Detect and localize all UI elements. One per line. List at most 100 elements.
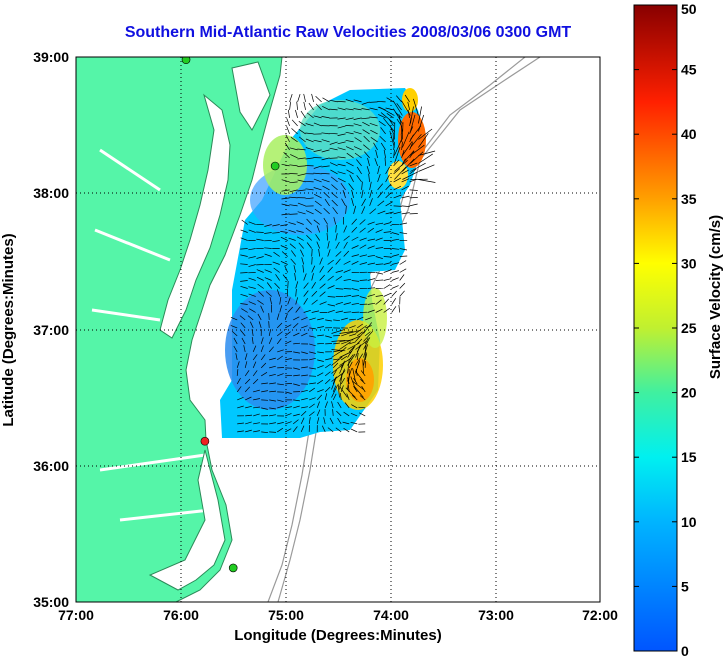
velocity-arrow — [401, 178, 410, 183]
velocity-arrow — [245, 396, 252, 401]
velocity-arrow — [329, 417, 334, 425]
velocity-arrow — [317, 379, 324, 385]
colorbar-tick-label: 20 — [681, 385, 697, 401]
velocity-arrow — [319, 266, 324, 273]
velocity-arrow — [359, 296, 367, 299]
velocity-arrow — [331, 376, 337, 390]
velocity-arrow — [337, 141, 346, 145]
velocity-arrow — [264, 253, 272, 257]
velocity-arrow — [253, 413, 260, 417]
velocity-arrow — [264, 232, 272, 234]
velocity-arrow — [375, 279, 384, 281]
velocity-arrow — [240, 322, 246, 329]
velocity-arrow — [269, 357, 276, 361]
velocity-arrow — [394, 139, 402, 156]
velocity-arrow — [240, 330, 246, 337]
colorbar-tick-label: 45 — [681, 62, 697, 78]
velocity-arrow — [346, 152, 354, 159]
pamlico-sound — [148, 449, 226, 591]
velocity-arrow — [375, 256, 384, 260]
velocity-arrow — [373, 142, 378, 151]
velocity-arrow — [340, 347, 347, 353]
velocity-arrow — [315, 234, 320, 241]
velocity-arrow — [409, 126, 414, 135]
velocity-arrow — [351, 280, 360, 282]
velocity-arrow — [369, 189, 373, 198]
velocity-arrow — [301, 374, 308, 377]
velocity-arrow — [316, 417, 320, 424]
velocity-arrow — [327, 427, 334, 433]
velocity-arrow — [303, 282, 309, 289]
velocity-arrow — [339, 368, 345, 382]
velocity-arrow — [268, 337, 273, 345]
colorbar-tick-label: 5 — [681, 578, 689, 594]
velocity-arrow — [351, 218, 357, 225]
velocity-arrow — [356, 175, 362, 183]
colorbar-tick-label: 0 — [681, 643, 689, 659]
velocity-arrow — [329, 157, 338, 159]
velocity-arrow — [393, 211, 402, 215]
velocity-arrow — [295, 297, 299, 305]
velocity-arrow — [383, 149, 386, 158]
velocity-arrow — [351, 394, 358, 401]
colorbar-ticks: 0 5 10 15 20 25 30 35 40 45 50 — [634, 1, 697, 659]
velocity-arrow — [268, 321, 270, 328]
velocity-arrow — [324, 198, 330, 207]
velocity-arrow — [359, 219, 366, 225]
velocity-arrow — [289, 213, 298, 215]
velocity-arrow — [345, 139, 354, 143]
velocity-arrow — [369, 181, 372, 190]
velocity-arrow — [378, 120, 386, 127]
velocity-arrow — [311, 256, 313, 265]
velocity-arrow — [335, 427, 342, 433]
velocity-arrow — [313, 219, 320, 225]
velocity-arrow — [327, 296, 336, 298]
velocity-arrow — [364, 151, 370, 159]
velocity-arrow — [337, 401, 342, 409]
velocity-arrow — [331, 339, 346, 342]
velocity-arrow — [249, 321, 254, 329]
velocity-arrow — [329, 108, 338, 111]
velocity-arrow — [285, 421, 292, 425]
velocity-arrow — [321, 157, 330, 161]
velocity-arrow — [362, 121, 370, 127]
velocity-arrow — [239, 315, 246, 321]
velocity-arrow — [340, 377, 345, 385]
velocity-arrow — [335, 224, 337, 233]
velocity-arrow — [394, 146, 401, 164]
velocity-arrow — [331, 329, 345, 334]
velocity-arrow — [245, 429, 252, 433]
velocity-arrow — [285, 391, 292, 394]
velocity-arrow — [316, 401, 320, 409]
velocity-arrow — [285, 134, 290, 143]
velocity-arrow — [288, 229, 296, 233]
velocity-arrow — [341, 341, 348, 345]
velocity-arrow — [311, 273, 314, 281]
velocity-arrow — [391, 254, 399, 257]
site-marker — [200, 436, 210, 446]
velocity-arrow — [303, 273, 307, 281]
velocity-arrow — [296, 230, 304, 233]
velocity-arrow — [351, 404, 358, 409]
colorbar-tick-label: 35 — [681, 191, 697, 207]
velocity-arrow — [345, 205, 347, 214]
velocity-arrow — [285, 383, 293, 385]
velocity-arrow — [313, 178, 322, 183]
velocity-arrow — [351, 245, 359, 249]
colorbar-tick-label: 40 — [681, 126, 697, 142]
velocity-arrow — [359, 395, 366, 401]
velocity-arrow — [365, 317, 372, 321]
velocity-arrow — [346, 169, 354, 175]
velocity-arrow — [309, 397, 316, 401]
velocity-arrow — [300, 249, 305, 257]
velocity-arrow — [313, 115, 322, 119]
velocity-arrow — [293, 374, 300, 377]
velocity-arrow — [343, 411, 350, 417]
velocity-arrow — [291, 250, 296, 257]
velocity-arrow — [252, 361, 257, 369]
velocity-arrow — [358, 406, 366, 409]
velocity-arrow — [248, 277, 256, 281]
velocity-arrow — [256, 269, 264, 273]
velocity-arrow — [269, 373, 276, 377]
x-tick-label: 77:00 — [58, 607, 94, 623]
